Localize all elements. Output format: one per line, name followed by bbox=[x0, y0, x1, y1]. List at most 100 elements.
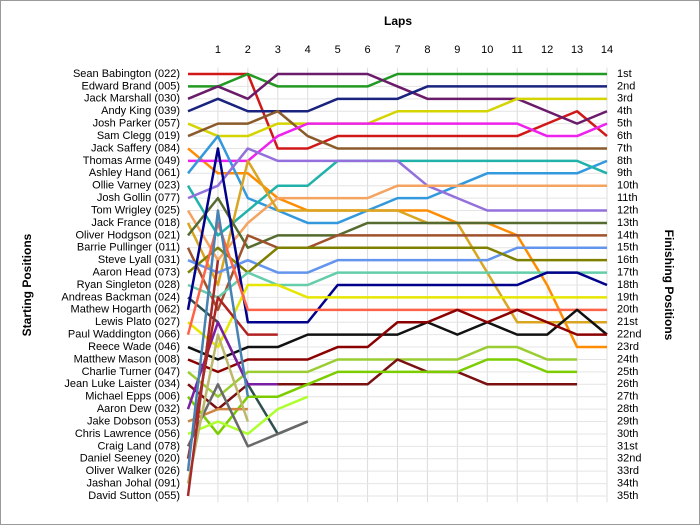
y2-tick-label: 28th bbox=[617, 403, 638, 415]
series-line bbox=[188, 72, 607, 88]
series-line bbox=[186, 234, 607, 312]
y2-tick-label: 5th bbox=[617, 118, 632, 130]
y-tick-label: Oliver Hodgson (021) bbox=[75, 229, 180, 241]
y-tick-label: David Sutton (055) bbox=[88, 490, 180, 502]
series-line bbox=[187, 85, 607, 113]
y2-tick-label: 1st bbox=[617, 68, 632, 80]
y2-tick-label: 2nd bbox=[617, 80, 635, 92]
x-tick-label: 12 bbox=[541, 44, 553, 56]
series-line bbox=[187, 345, 578, 398]
x-tick-label: 13 bbox=[571, 44, 583, 56]
y-tick-label: Josh Gollin (077) bbox=[97, 192, 180, 204]
y-tick-label: Jack Marshall (030) bbox=[84, 93, 180, 105]
series-line bbox=[186, 209, 250, 472]
x-tick-label: 2 bbox=[245, 44, 251, 56]
x-axis-title: Laps bbox=[384, 14, 412, 28]
series-line bbox=[187, 72, 608, 125]
y2-tick-label: 16th bbox=[617, 254, 638, 266]
y-tick-label: Charlie Turner (047) bbox=[82, 366, 180, 378]
y-tick-label: Aaron Dew (032) bbox=[97, 403, 180, 415]
series-line bbox=[187, 109, 607, 150]
y2-tick-label: 11th bbox=[617, 192, 638, 204]
y-tick-label: Jack Saffery (084) bbox=[91, 142, 180, 154]
y2-tick-label: 32nd bbox=[617, 453, 641, 465]
y2-tick-label: 3rd bbox=[617, 93, 633, 105]
y-tick-label: Barrie Pullinger (011) bbox=[77, 242, 180, 254]
y-tick-label: Thomas Arme (049) bbox=[83, 155, 180, 167]
series-line bbox=[186, 147, 608, 324]
series-line bbox=[186, 221, 607, 335]
series-line bbox=[187, 308, 607, 374]
y-tick-label: Tom Wrigley (025) bbox=[91, 204, 180, 216]
x-tick-label: 7 bbox=[394, 44, 400, 56]
y2-tick-label: 30th bbox=[617, 428, 638, 440]
y2-tick-label: 6th bbox=[617, 130, 632, 142]
y2-tick-label: 33rd bbox=[617, 465, 639, 477]
y2-tick-label: 8th bbox=[617, 155, 632, 167]
y2-tick-label: 9th bbox=[617, 167, 632, 179]
y2-tick-label: 26th bbox=[617, 378, 638, 390]
x-tick-label: 11 bbox=[512, 44, 523, 56]
y2-tick-label: 13th bbox=[617, 217, 638, 229]
y-tick-label: Daniel Seeney (020) bbox=[80, 453, 180, 465]
series-line bbox=[187, 358, 578, 436]
y2-axis-title: Finishing Positions bbox=[662, 230, 676, 341]
series-line bbox=[186, 383, 309, 448]
y2-tick-label: 34th bbox=[617, 477, 638, 489]
y-tick-label: Mathew Hogarth (062) bbox=[71, 304, 180, 316]
y-tick-label: Steve Lyall (031) bbox=[98, 254, 180, 266]
series-line bbox=[187, 308, 608, 361]
series-line bbox=[187, 246, 607, 274]
x-tick-label: 6 bbox=[365, 44, 371, 56]
y2-tick-label: 24th bbox=[617, 353, 638, 365]
y-tick-label: Ollie Varney (023) bbox=[92, 180, 180, 192]
y2-tick-label: 10th bbox=[617, 180, 638, 192]
x-tick-label: 14 bbox=[601, 44, 613, 56]
y-tick-label: Andy King (039) bbox=[101, 105, 180, 117]
y2-tick-label: 35th bbox=[617, 490, 638, 502]
series-line bbox=[186, 333, 250, 484]
x-tick-label: 5 bbox=[335, 44, 341, 56]
y2-tick-label: 23rd bbox=[617, 341, 639, 353]
y-tick-label: Josh Parker (057) bbox=[93, 118, 180, 130]
y-tick-label: Sean Babington (022) bbox=[73, 68, 180, 80]
y2-tick-label: 14th bbox=[617, 229, 638, 241]
y-tick-label: Edward Brand (005) bbox=[82, 80, 180, 92]
y-tick-label: Sam Clegg (019) bbox=[97, 130, 180, 142]
y2-tick-label: 22nd bbox=[617, 329, 641, 341]
series-line bbox=[187, 147, 607, 212]
y-tick-label: Jean Luke Laister (034) bbox=[64, 378, 180, 390]
series-line bbox=[187, 395, 309, 436]
series-line bbox=[188, 72, 608, 150]
series-line bbox=[186, 159, 607, 324]
series-line bbox=[187, 271, 607, 299]
series-line bbox=[186, 320, 278, 410]
x-tick-label: 4 bbox=[305, 44, 311, 56]
series-line bbox=[187, 97, 607, 138]
y-tick-label: Jack France (018) bbox=[91, 217, 180, 229]
x-tick-label: 10 bbox=[481, 44, 493, 56]
y-tick-label: Andreas Backman (024) bbox=[61, 291, 180, 303]
x-tick-label: 9 bbox=[454, 44, 460, 56]
x-tick-label: 8 bbox=[424, 44, 430, 56]
y-tick-label: Oliver Walker (026) bbox=[86, 465, 180, 477]
y2-tick-label: 20th bbox=[617, 304, 638, 316]
series-line bbox=[187, 196, 607, 250]
y-tick-label: Reece Wade (046) bbox=[88, 341, 180, 353]
series-line bbox=[186, 184, 607, 262]
x-tick-label: 1 bbox=[215, 44, 221, 56]
y2-tick-label: 25th bbox=[617, 366, 638, 378]
y2-tick-label: 4th bbox=[617, 105, 632, 117]
x-tick-label: 3 bbox=[275, 44, 281, 56]
series-line bbox=[187, 283, 607, 349]
y2-tick-label: 17th bbox=[617, 266, 638, 278]
series-line bbox=[186, 260, 220, 497]
y-tick-label: Ryan Singleton (028) bbox=[77, 279, 180, 291]
y-tick-label: Paul Waddington (066) bbox=[68, 329, 180, 341]
y-tick-label: Lewis Plato (027) bbox=[95, 316, 180, 328]
y-tick-label: Ashley Hand (061) bbox=[89, 167, 180, 179]
y-tick-label: Michael Epps (006) bbox=[85, 391, 180, 403]
y2-tick-label: 29th bbox=[617, 415, 638, 427]
y-tick-label: Jashan Johal (091) bbox=[86, 477, 180, 489]
